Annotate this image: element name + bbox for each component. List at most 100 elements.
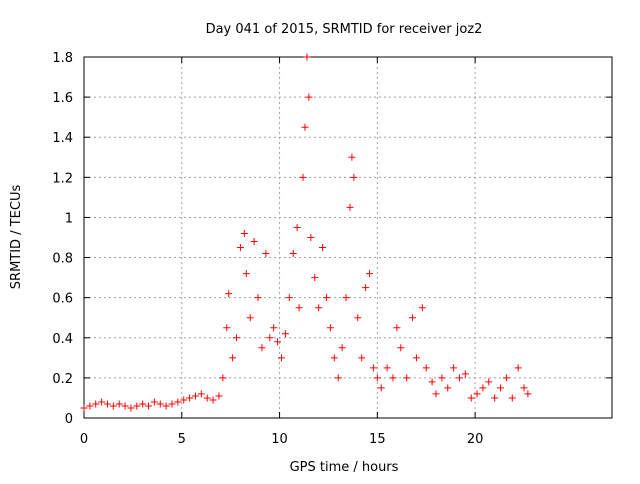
data-point bbox=[326, 324, 334, 332]
data-point bbox=[92, 400, 100, 408]
grid-lines bbox=[84, 57, 612, 418]
data-point bbox=[139, 400, 147, 408]
data-point bbox=[334, 374, 342, 382]
data-point bbox=[508, 394, 516, 402]
data-point bbox=[109, 402, 117, 410]
data-point bbox=[133, 402, 141, 410]
data-point bbox=[103, 400, 111, 408]
data-point bbox=[98, 398, 106, 406]
data-point bbox=[156, 400, 164, 408]
data-point bbox=[432, 390, 440, 398]
axis-ticks: 0 0.2 0.4 0.6 0.8 1 1.2 1.4 1.6 1.8 0 5 10 15 20 bbox=[52, 51, 612, 447]
data-point bbox=[362, 284, 370, 292]
data-point bbox=[299, 173, 307, 181]
data-point bbox=[514, 364, 522, 372]
data-point bbox=[346, 203, 354, 211]
data-point bbox=[174, 398, 182, 406]
x-tick-label: 15 bbox=[369, 432, 386, 447]
x-tick-label: 0 bbox=[80, 432, 88, 447]
data-points bbox=[80, 53, 532, 412]
data-point bbox=[150, 398, 158, 406]
data-point bbox=[319, 244, 327, 252]
data-point bbox=[145, 402, 153, 410]
data-point bbox=[348, 153, 356, 161]
data-point bbox=[438, 374, 446, 382]
data-point bbox=[389, 374, 397, 382]
data-point bbox=[225, 290, 233, 298]
data-point bbox=[497, 384, 505, 392]
data-point bbox=[186, 394, 194, 402]
data-point bbox=[258, 344, 266, 352]
data-point bbox=[358, 354, 366, 362]
data-point bbox=[354, 314, 362, 322]
data-point bbox=[450, 364, 458, 372]
y-tick-label: 0.8 bbox=[52, 252, 73, 267]
data-point bbox=[203, 394, 211, 402]
data-point bbox=[383, 364, 391, 372]
data-point bbox=[223, 324, 231, 332]
data-point bbox=[270, 324, 278, 332]
data-point bbox=[127, 404, 135, 412]
data-point bbox=[80, 404, 88, 412]
data-point bbox=[301, 123, 309, 131]
data-point bbox=[524, 390, 532, 398]
data-point bbox=[305, 93, 313, 101]
x-tick-label: 10 bbox=[271, 432, 288, 447]
data-point bbox=[240, 229, 248, 237]
data-point bbox=[373, 374, 381, 382]
data-point bbox=[236, 244, 244, 252]
data-point bbox=[215, 392, 223, 400]
data-point bbox=[303, 53, 311, 61]
data-point bbox=[330, 354, 338, 362]
data-point bbox=[162, 402, 170, 410]
chart-title: Day 041 of 2015, SRMTID for receiver joz… bbox=[206, 22, 483, 37]
data-point bbox=[219, 374, 227, 382]
data-point bbox=[502, 374, 510, 382]
data-point bbox=[191, 392, 199, 400]
y-tick-label: 1.6 bbox=[52, 91, 73, 106]
data-point bbox=[403, 374, 411, 382]
data-point bbox=[278, 354, 286, 362]
data-point bbox=[467, 394, 475, 402]
data-point bbox=[422, 364, 430, 372]
data-point bbox=[180, 396, 188, 404]
data-point bbox=[246, 314, 254, 322]
y-axis-label: SRMTID / TECUs bbox=[9, 185, 24, 290]
data-point bbox=[428, 378, 436, 386]
data-point bbox=[197, 390, 205, 398]
y-tick-label: 0 bbox=[65, 412, 73, 427]
data-point bbox=[473, 390, 481, 398]
data-point bbox=[461, 370, 469, 378]
data-point bbox=[491, 394, 499, 402]
y-tick-label: 1 bbox=[65, 211, 73, 226]
data-point bbox=[250, 238, 258, 246]
plot-frame bbox=[83, 56, 613, 419]
data-point bbox=[322, 294, 330, 302]
data-point bbox=[369, 364, 377, 372]
x-tick-label: 20 bbox=[467, 432, 484, 447]
data-point bbox=[295, 304, 303, 312]
x-axis-label: GPS time / hours bbox=[290, 460, 399, 475]
data-point bbox=[281, 330, 289, 338]
data-point bbox=[366, 270, 374, 278]
data-point bbox=[229, 354, 237, 362]
data-point bbox=[412, 354, 420, 362]
data-point bbox=[520, 384, 528, 392]
data-point bbox=[307, 234, 315, 241]
y-tick-label: 0.4 bbox=[52, 332, 73, 347]
data-point bbox=[168, 400, 176, 408]
data-point bbox=[266, 334, 274, 342]
data-point bbox=[444, 384, 452, 392]
y-tick-label: 1.2 bbox=[52, 171, 73, 186]
data-point bbox=[338, 344, 346, 352]
data-point bbox=[342, 294, 350, 302]
x-tick-label: 5 bbox=[178, 432, 186, 447]
data-point bbox=[86, 402, 94, 410]
y-tick-label: 1.8 bbox=[52, 51, 73, 66]
data-point bbox=[293, 223, 301, 231]
data-point bbox=[479, 384, 487, 392]
data-point bbox=[393, 324, 401, 332]
data-point bbox=[377, 384, 385, 392]
data-point bbox=[289, 250, 297, 258]
data-point bbox=[315, 304, 323, 312]
